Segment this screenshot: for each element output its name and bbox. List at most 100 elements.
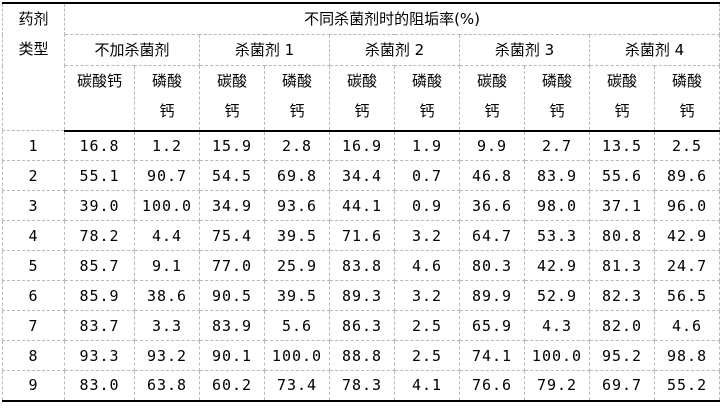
value-cell: 85.7 (64, 250, 135, 281)
subheader-line1: 磷酸 (151, 72, 182, 90)
header-row-sub: 碳酸钙 磷酸 钙 碳酸 钙 磷酸 钙 碳酸 钙 (3, 65, 721, 132)
value-cell: 100.0 (264, 340, 330, 371)
value-cell: 78.2 (64, 220, 135, 251)
row-label: 6 (2, 280, 65, 311)
value-cell: 86.3 (329, 310, 395, 341)
subheader-line1: 碳酸钙 (76, 72, 122, 90)
value-cell: 54.5 (199, 160, 265, 191)
subheader-line2: 钙 (484, 102, 500, 120)
value-cell: 24.7 (653, 250, 721, 281)
value-cell: 38.6 (134, 280, 200, 311)
value-cell: 4.6 (653, 310, 721, 341)
table-row: 1 16.8 1.2 15.9 2.8 16.9 1.9 9.9 2.7 13.5 2.5 (2, 130, 721, 161)
value-cell: 69.8 (264, 160, 330, 191)
value-cell: 83.8 (329, 250, 395, 281)
value-cell: 5.6 (264, 310, 330, 341)
table-row: 4 78.2 4.4 75.4 39.5 71.6 3.2 64.7 53.3 80.8 42.9 (2, 220, 721, 251)
value-cell: 96.0 (653, 190, 721, 221)
value-cell: 74.1 (459, 340, 525, 371)
value-cell: 2.7 (524, 130, 590, 161)
value-cell: 16.8 (64, 130, 135, 161)
main-header-cell: 不同杀菌剂时的阻垢率(%) (63, 2, 721, 35)
value-cell: 71.6 (329, 220, 395, 251)
value-cell: 90.7 (134, 160, 200, 191)
value-cell: 34.4 (329, 160, 395, 191)
value-cell: 39.5 (264, 280, 330, 311)
subheader-calcium-phosphate: 磷酸 钙 (134, 65, 200, 132)
value-cell: 39.0 (64, 190, 135, 221)
value-cell: 63.8 (134, 370, 200, 401)
value-cell: 83.9 (524, 160, 590, 191)
value-cell: 80.3 (459, 250, 525, 281)
subheader-line2: 钙 (549, 102, 565, 120)
table-body: 1 16.8 1.2 15.9 2.8 16.9 1.9 9.9 2.7 13.5 2.5 2 55.1… (2, 130, 721, 401)
table-header: 药剂 类型 不同杀菌剂时的阻垢率(%) 不加杀菌剂 杀菌剂 1 杀菌剂 2 杀菌… (2, 2, 721, 132)
table-row: 5 85.7 9.1 77.0 25.9 83.8 4.6 80.3 42.9 81.3 24.7 (2, 250, 721, 281)
value-cell: 2.5 (653, 130, 721, 161)
value-cell: 79.2 (524, 370, 590, 401)
value-cell: 0.7 (394, 160, 460, 191)
subheader-line1: 磷酸 (411, 72, 442, 90)
value-cell: 46.8 (459, 160, 525, 191)
subheader-line2: 钙 (419, 102, 435, 120)
value-cell: 42.9 (524, 250, 590, 281)
subheader-line1: 磷酸 (541, 72, 572, 90)
value-cell: 93.6 (264, 190, 330, 221)
value-cell: 56.5 (653, 280, 721, 311)
value-cell: 98.8 (653, 340, 721, 371)
subheader-calcium-carbonate: 碳酸 钙 (199, 65, 265, 132)
value-cell: 4.3 (524, 310, 590, 341)
value-cell: 34.9 (199, 190, 265, 221)
value-cell: 78.3 (329, 370, 395, 401)
value-cell: 2.5 (394, 340, 460, 371)
scale-inhibition-table: 药剂 类型 不同杀菌剂时的阻垢率(%) 不加杀菌剂 杀菌剂 1 杀菌剂 2 杀菌… (2, 2, 721, 402)
value-cell: 42.9 (653, 220, 721, 251)
subheader-line2: 钙 (679, 102, 695, 120)
value-cell: 9.9 (459, 130, 525, 161)
header-row-groups: 不加杀菌剂 杀菌剂 1 杀菌剂 2 杀菌剂 3 杀菌剂 4 (3, 34, 721, 66)
value-cell: 4.4 (134, 220, 200, 251)
value-cell: 2.8 (264, 130, 330, 161)
value-cell: 90.1 (199, 340, 265, 371)
value-cell: 53.3 (524, 220, 590, 251)
subheader-calcium-phosphate: 磷酸 钙 (394, 65, 460, 132)
corner-header-line2: 类型 (18, 40, 49, 58)
subheader-line1: 碳酸 (346, 72, 377, 90)
value-cell: 36.6 (459, 190, 525, 221)
value-cell: 4.1 (394, 370, 460, 401)
group-header-bactericide-3: 杀菌剂 3 (459, 34, 590, 66)
subheader-line1: 磷酸 (281, 72, 312, 90)
value-cell: 1.2 (134, 130, 200, 161)
value-cell: 88.8 (329, 340, 395, 371)
value-cell: 3.2 (394, 220, 460, 251)
value-cell: 100.0 (524, 340, 590, 371)
table-row: 7 83.7 3.3 83.9 5.6 86.3 2.5 65.9 4.3 82.0 4.6 (2, 310, 721, 341)
value-cell: 82.3 (589, 280, 655, 311)
subheader-line2: 钙 (354, 102, 370, 120)
value-cell: 77.0 (199, 250, 265, 281)
subheader-line2: 钙 (159, 102, 175, 120)
value-cell: 93.2 (134, 340, 200, 371)
value-cell: 1.9 (394, 130, 460, 161)
table-row: 8 93.3 93.2 90.1 100.0 88.8 2.5 74.1 100.0 95.2 98… (2, 340, 721, 371)
corner-header-cell: 药剂 类型 (2, 2, 65, 131)
value-cell: 9.1 (134, 250, 200, 281)
value-cell: 55.6 (589, 160, 655, 191)
header-row-main: 药剂 类型 不同杀菌剂时的阻垢率(%) (2, 2, 721, 131)
value-cell: 52.9 (524, 280, 590, 311)
value-cell: 55.1 (64, 160, 135, 191)
value-cell: 16.9 (329, 130, 395, 161)
table-row: 6 85.9 38.6 90.5 39.5 89.3 3.2 89.9 52.9 82.3 56.5 (2, 280, 721, 311)
subheader-line2: 钙 (614, 102, 630, 120)
value-cell: 89.9 (459, 280, 525, 311)
value-cell: 65.9 (459, 310, 525, 341)
row-label: 7 (2, 310, 65, 341)
table-row: 9 83.0 63.8 60.2 73.4 78.3 4.1 76.6 79.2 69.7 55.2 (2, 370, 721, 401)
subheader-calcium-carbonate: 碳酸 钙 (459, 65, 525, 132)
value-cell: 90.5 (199, 280, 265, 311)
row-label: 8 (2, 340, 65, 371)
value-cell: 89.6 (653, 160, 721, 191)
value-cell: 93.3 (64, 340, 135, 371)
value-cell: 69.7 (589, 370, 655, 401)
